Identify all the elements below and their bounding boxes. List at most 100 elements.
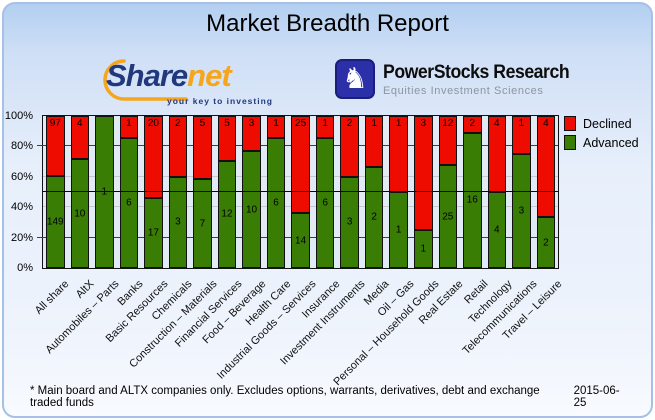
declined-segment: 4 xyxy=(70,116,90,160)
advanced-segment: 4 xyxy=(487,192,507,268)
sharenet-word-share: Share xyxy=(106,58,188,93)
bar-column: 97 149 xyxy=(43,116,68,268)
x-axis-labels: All share AltX Automobiles – Parts Banks Bas… xyxy=(33,274,564,394)
advanced-value: 6 xyxy=(126,197,132,209)
stacked-bar: 5 12 xyxy=(217,116,237,268)
declined-value: 1 xyxy=(395,118,402,129)
sharenet-arc-icon xyxy=(103,59,188,101)
bar-column: 12 25 xyxy=(436,116,461,268)
declined-segment: 5 xyxy=(217,116,237,161)
advanced-segment: 7 xyxy=(193,179,212,268)
bar-column: 5 12 xyxy=(215,116,240,268)
advanced-value: 1 xyxy=(395,224,402,236)
declined-segment: 3 xyxy=(242,116,261,152)
declined-value: 12 xyxy=(442,118,454,129)
advanced-value: 2 xyxy=(371,211,377,223)
advanced-value: 14 xyxy=(295,235,307,247)
declined-segment: 2 xyxy=(168,116,188,177)
sharenet-logo: Sharenet your key to investing xyxy=(90,56,275,108)
declined-segment: 25 xyxy=(291,116,310,214)
advanced-value: 3 xyxy=(518,205,525,217)
y-axis-labels: 0% 20% 40% 60% 80% 100% xyxy=(4,110,37,274)
bar-column: 25 14 xyxy=(288,116,313,268)
chart-plot-area: 97 149 4 10 1 1 6 20 17 2 3 5 7 5 12 3 10 1 6 25 14 1 6 2 3 1 2 1 1 3… xyxy=(5,110,564,388)
declined-value: 3 xyxy=(420,118,427,129)
advanced-swatch-icon xyxy=(564,135,576,150)
declined-value: 3 xyxy=(248,118,255,129)
fifty-percent-line xyxy=(43,191,558,192)
axis-tick-80 xyxy=(37,145,43,147)
advanced-segment: 3 xyxy=(168,176,188,268)
stacked-bar: 25 14 xyxy=(291,116,310,268)
stacked-bar: 97 149 xyxy=(46,116,65,268)
advanced-segment: 3 xyxy=(512,154,531,268)
page-title: Market Breadth Report xyxy=(206,10,449,37)
advanced-segment: 1 xyxy=(389,192,408,268)
declined-segment: 2 xyxy=(463,116,482,133)
declined-value: 5 xyxy=(199,118,206,129)
declined-segment: 4 xyxy=(536,116,556,218)
advanced-value: 10 xyxy=(245,204,258,216)
advanced-value: 2 xyxy=(543,237,549,249)
stacked-bar: 20 17 xyxy=(144,116,163,268)
y-tick-label: 20% xyxy=(10,231,33,244)
advanced-value: 6 xyxy=(273,197,279,209)
declined-segment: 20 xyxy=(144,116,163,199)
y-tick-label: 80% xyxy=(10,140,33,153)
declined-segment: 12 xyxy=(438,116,458,166)
powerstocks-text: PowerStocks Research Equities Investment… xyxy=(383,62,583,97)
y-tick-label: 40% xyxy=(10,201,33,214)
declined-value: 2 xyxy=(469,118,476,129)
advanced-value: 7 xyxy=(199,218,206,230)
declined-segment: 1 xyxy=(364,116,384,167)
sharenet-tagline: your key to investing xyxy=(166,96,273,106)
stacked-bar: 3 10 xyxy=(242,116,261,268)
stacked-bar: 4 10 xyxy=(70,116,90,268)
axis-tick-20 xyxy=(37,236,43,238)
advanced-segment: 16 xyxy=(463,132,482,268)
legend: Declined Advanced xyxy=(564,116,639,150)
bar-column: 4 10 xyxy=(68,116,93,268)
advanced-segment: 14 xyxy=(291,213,310,268)
advanced-value: 25 xyxy=(442,211,454,223)
declined-value: 4 xyxy=(77,118,83,129)
advanced-value: 1 xyxy=(101,186,108,198)
declined-value: 1 xyxy=(322,118,328,129)
bar-column: 20 17 xyxy=(141,116,166,268)
declined-segment: 1 xyxy=(266,116,286,138)
declined-value: 4 xyxy=(494,118,500,129)
declined-value: 4 xyxy=(543,118,549,129)
y-tick-label: 100% xyxy=(4,110,33,122)
declined-swatch-icon xyxy=(564,116,576,131)
declined-value: 2 xyxy=(346,118,353,129)
advanced-segment: 6 xyxy=(266,137,286,268)
legend-item-advanced: Advanced xyxy=(564,135,639,150)
declined-value: 1 xyxy=(518,118,525,129)
declined-value: 1 xyxy=(273,118,279,129)
advanced-value: 149 xyxy=(46,216,64,228)
declined-value: 1 xyxy=(126,118,132,129)
stacked-bar: 2 16 xyxy=(463,116,482,268)
advanced-segment: 12 xyxy=(217,160,237,268)
declined-value: 1 xyxy=(371,118,377,129)
advanced-value: 1 xyxy=(420,243,427,255)
footer-note: * Main board and ALTX companies only. Ex… xyxy=(30,385,540,409)
advanced-segment: 2 xyxy=(364,166,384,268)
